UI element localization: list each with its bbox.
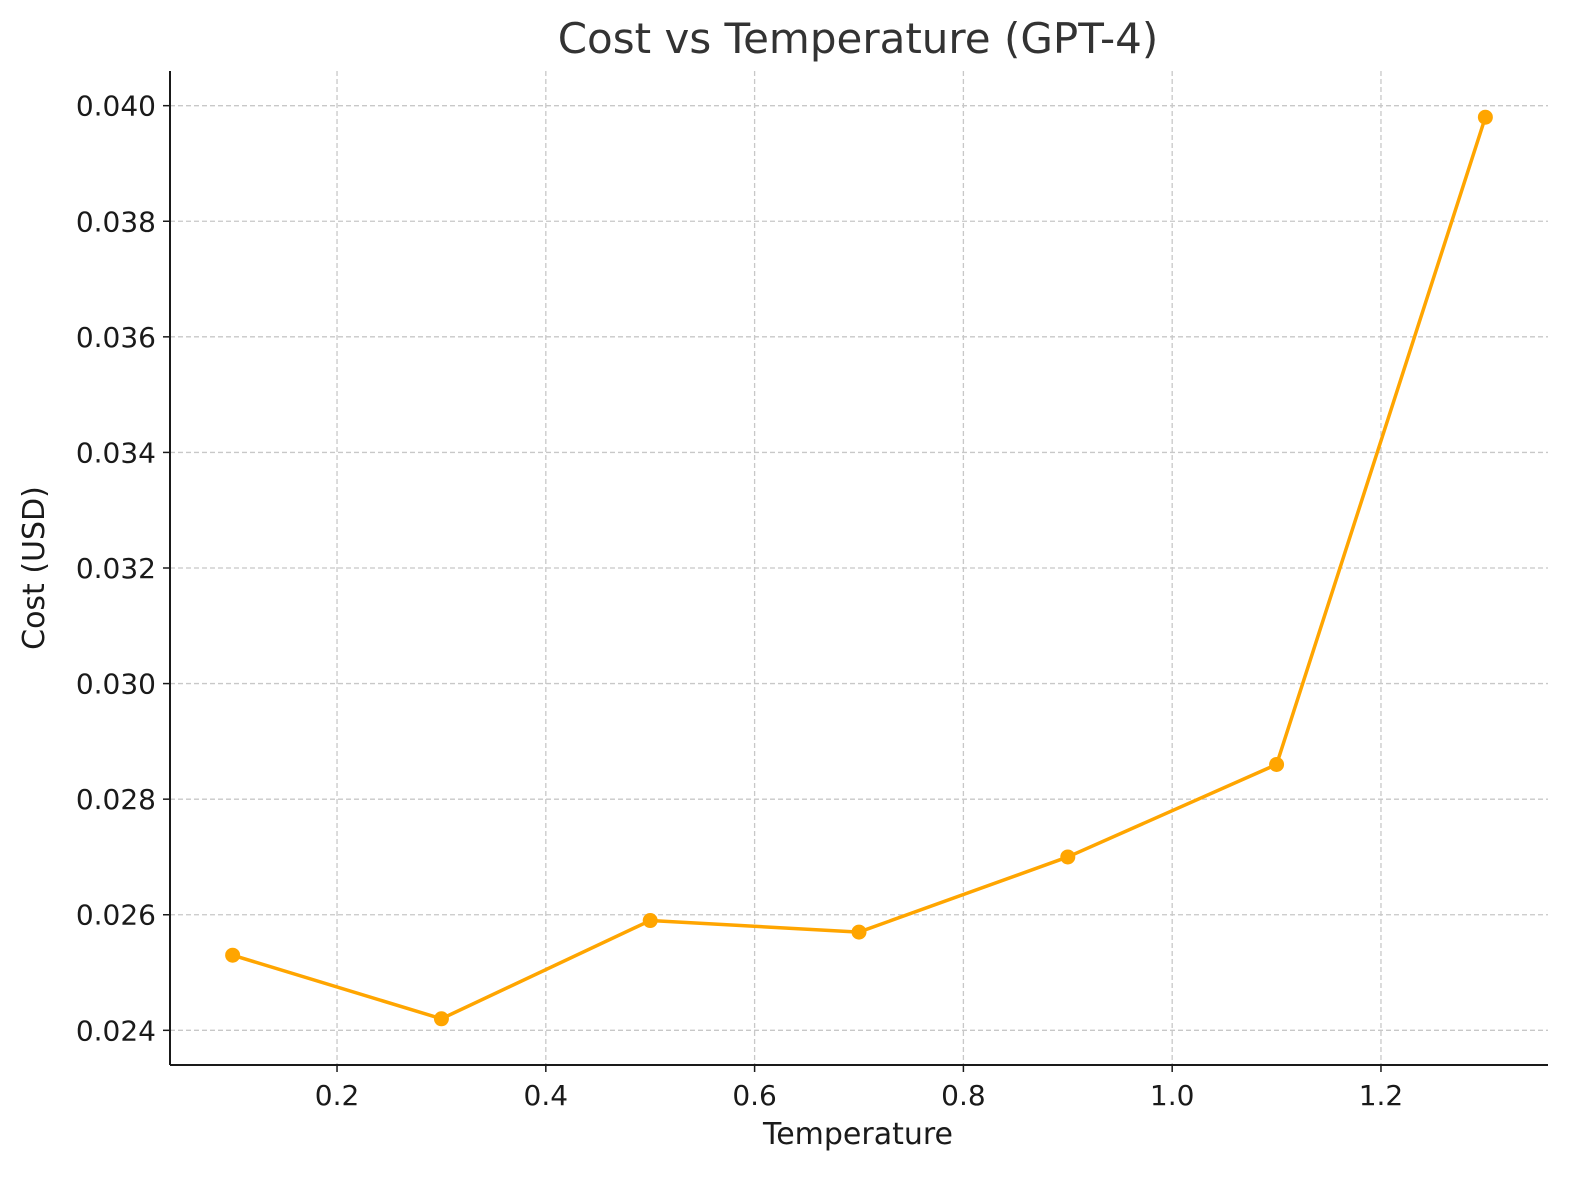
x-tick-label: 1.2 xyxy=(1359,1079,1404,1112)
x-tick-label: 0.2 xyxy=(315,1079,360,1112)
series-layer xyxy=(225,109,1493,1027)
chart-title: Cost vs Temperature (GPT-4) xyxy=(558,14,1159,63)
y-axis-title: Cost (USD) xyxy=(17,486,52,650)
data-point xyxy=(1060,849,1076,865)
data-point xyxy=(851,924,867,940)
y-tick-label: 0.036 xyxy=(76,321,156,354)
y-axis-ticks: 0.024 0.026 0.028 0.030 0.032 0.034 0.036 0.038… xyxy=(76,90,170,1047)
x-axis-title: Temperature xyxy=(762,1117,953,1152)
data-point xyxy=(433,1011,449,1027)
x-tick-label: 0.4 xyxy=(524,1079,569,1112)
y-tick-label: 0.026 xyxy=(76,899,156,932)
grid xyxy=(170,71,1548,1065)
y-tick-label: 0.032 xyxy=(76,552,156,585)
y-tick-label: 0.034 xyxy=(76,436,156,469)
y-tick-label: 0.028 xyxy=(76,783,156,816)
x-tick-label: 0.6 xyxy=(732,1079,777,1112)
x-tick-label: 1.0 xyxy=(1150,1079,1195,1112)
y-tick-label: 0.038 xyxy=(76,205,156,238)
data-point xyxy=(1269,756,1285,772)
y-tick-label: 0.030 xyxy=(76,668,156,701)
x-axis-ticks: 0.2 0.4 0.6 0.8 1.0 1.2 xyxy=(315,1065,1403,1112)
data-point xyxy=(1477,109,1493,125)
y-tick-label: 0.024 xyxy=(76,1014,156,1047)
data-point xyxy=(225,947,241,963)
data-point xyxy=(642,913,658,929)
y-tick-label: 0.040 xyxy=(76,90,156,123)
x-tick-label: 0.8 xyxy=(941,1079,986,1112)
